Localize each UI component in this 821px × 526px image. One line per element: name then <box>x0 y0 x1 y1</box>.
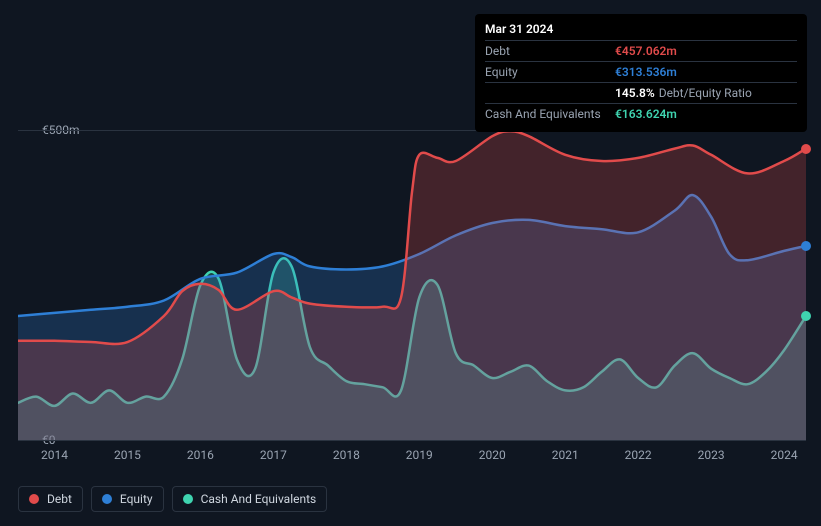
legend-label: Equity <box>120 492 153 506</box>
tooltip-row-label: Equity <box>485 65 615 79</box>
series-end-dot <box>801 241 811 251</box>
legend-label: Debt <box>47 492 72 506</box>
legend-swatch <box>183 494 193 504</box>
tooltip-row: Equity€313.536m <box>485 61 797 82</box>
x-axis-label: 2021 <box>552 448 579 462</box>
series-area <box>18 131 806 440</box>
legend-swatch <box>29 494 39 504</box>
x-axis-label: 2014 <box>41 448 68 462</box>
x-axis-label: 2017 <box>260 448 287 462</box>
x-axis-label: 2016 <box>187 448 214 462</box>
x-axis-label: 2024 <box>771 448 798 462</box>
tooltip-row: 145.8% Debt/Equity Ratio <box>485 82 797 103</box>
legend-label: Cash And Equivalents <box>201 492 317 506</box>
gridline <box>18 440 806 441</box>
tooltip-row-value: €313.536m <box>615 65 677 79</box>
x-axis-label: 2015 <box>114 448 141 462</box>
chart-plot-area: €0€500m <box>18 130 806 440</box>
tooltip-date: Mar 31 2024 <box>485 22 797 40</box>
tooltip-row-label: Debt <box>485 44 615 58</box>
tooltip-row: Cash And Equivalents€163.624m <box>485 103 797 124</box>
chart-svg <box>18 130 806 440</box>
tooltip-row-label: Cash And Equivalents <box>485 107 615 121</box>
series-end-dot <box>801 311 811 321</box>
x-axis-label: 2020 <box>479 448 506 462</box>
legend-item[interactable]: Debt <box>18 486 83 512</box>
tooltip-row-value: 145.8% <box>615 86 655 100</box>
tooltip-row-suffix: Debt/Equity Ratio <box>659 86 752 100</box>
tooltip-row-value: €457.062m <box>615 44 677 58</box>
tooltip-row-value: €163.624m <box>615 107 677 121</box>
series-end-dot <box>801 144 811 154</box>
legend-item[interactable]: Equity <box>91 486 164 512</box>
x-axis-label: 2019 <box>406 448 433 462</box>
x-axis-label: 2022 <box>625 448 652 462</box>
chart-legend: Debt Equity Cash And Equivalents <box>18 486 327 512</box>
x-axis-label: 2018 <box>333 448 360 462</box>
tooltip-row: Debt€457.062m <box>485 40 797 61</box>
x-axis-label: 2023 <box>698 448 725 462</box>
chart-tooltip: Mar 31 2024 Debt€457.062mEquity€313.536m… <box>475 14 807 132</box>
legend-item[interactable]: Cash And Equivalents <box>172 486 328 512</box>
legend-swatch <box>102 494 112 504</box>
tooltip-row-label <box>485 86 615 100</box>
x-axis: 2014 2015 2016 2017 2018 2019 2020 2021 2022 2023… <box>18 448 806 468</box>
